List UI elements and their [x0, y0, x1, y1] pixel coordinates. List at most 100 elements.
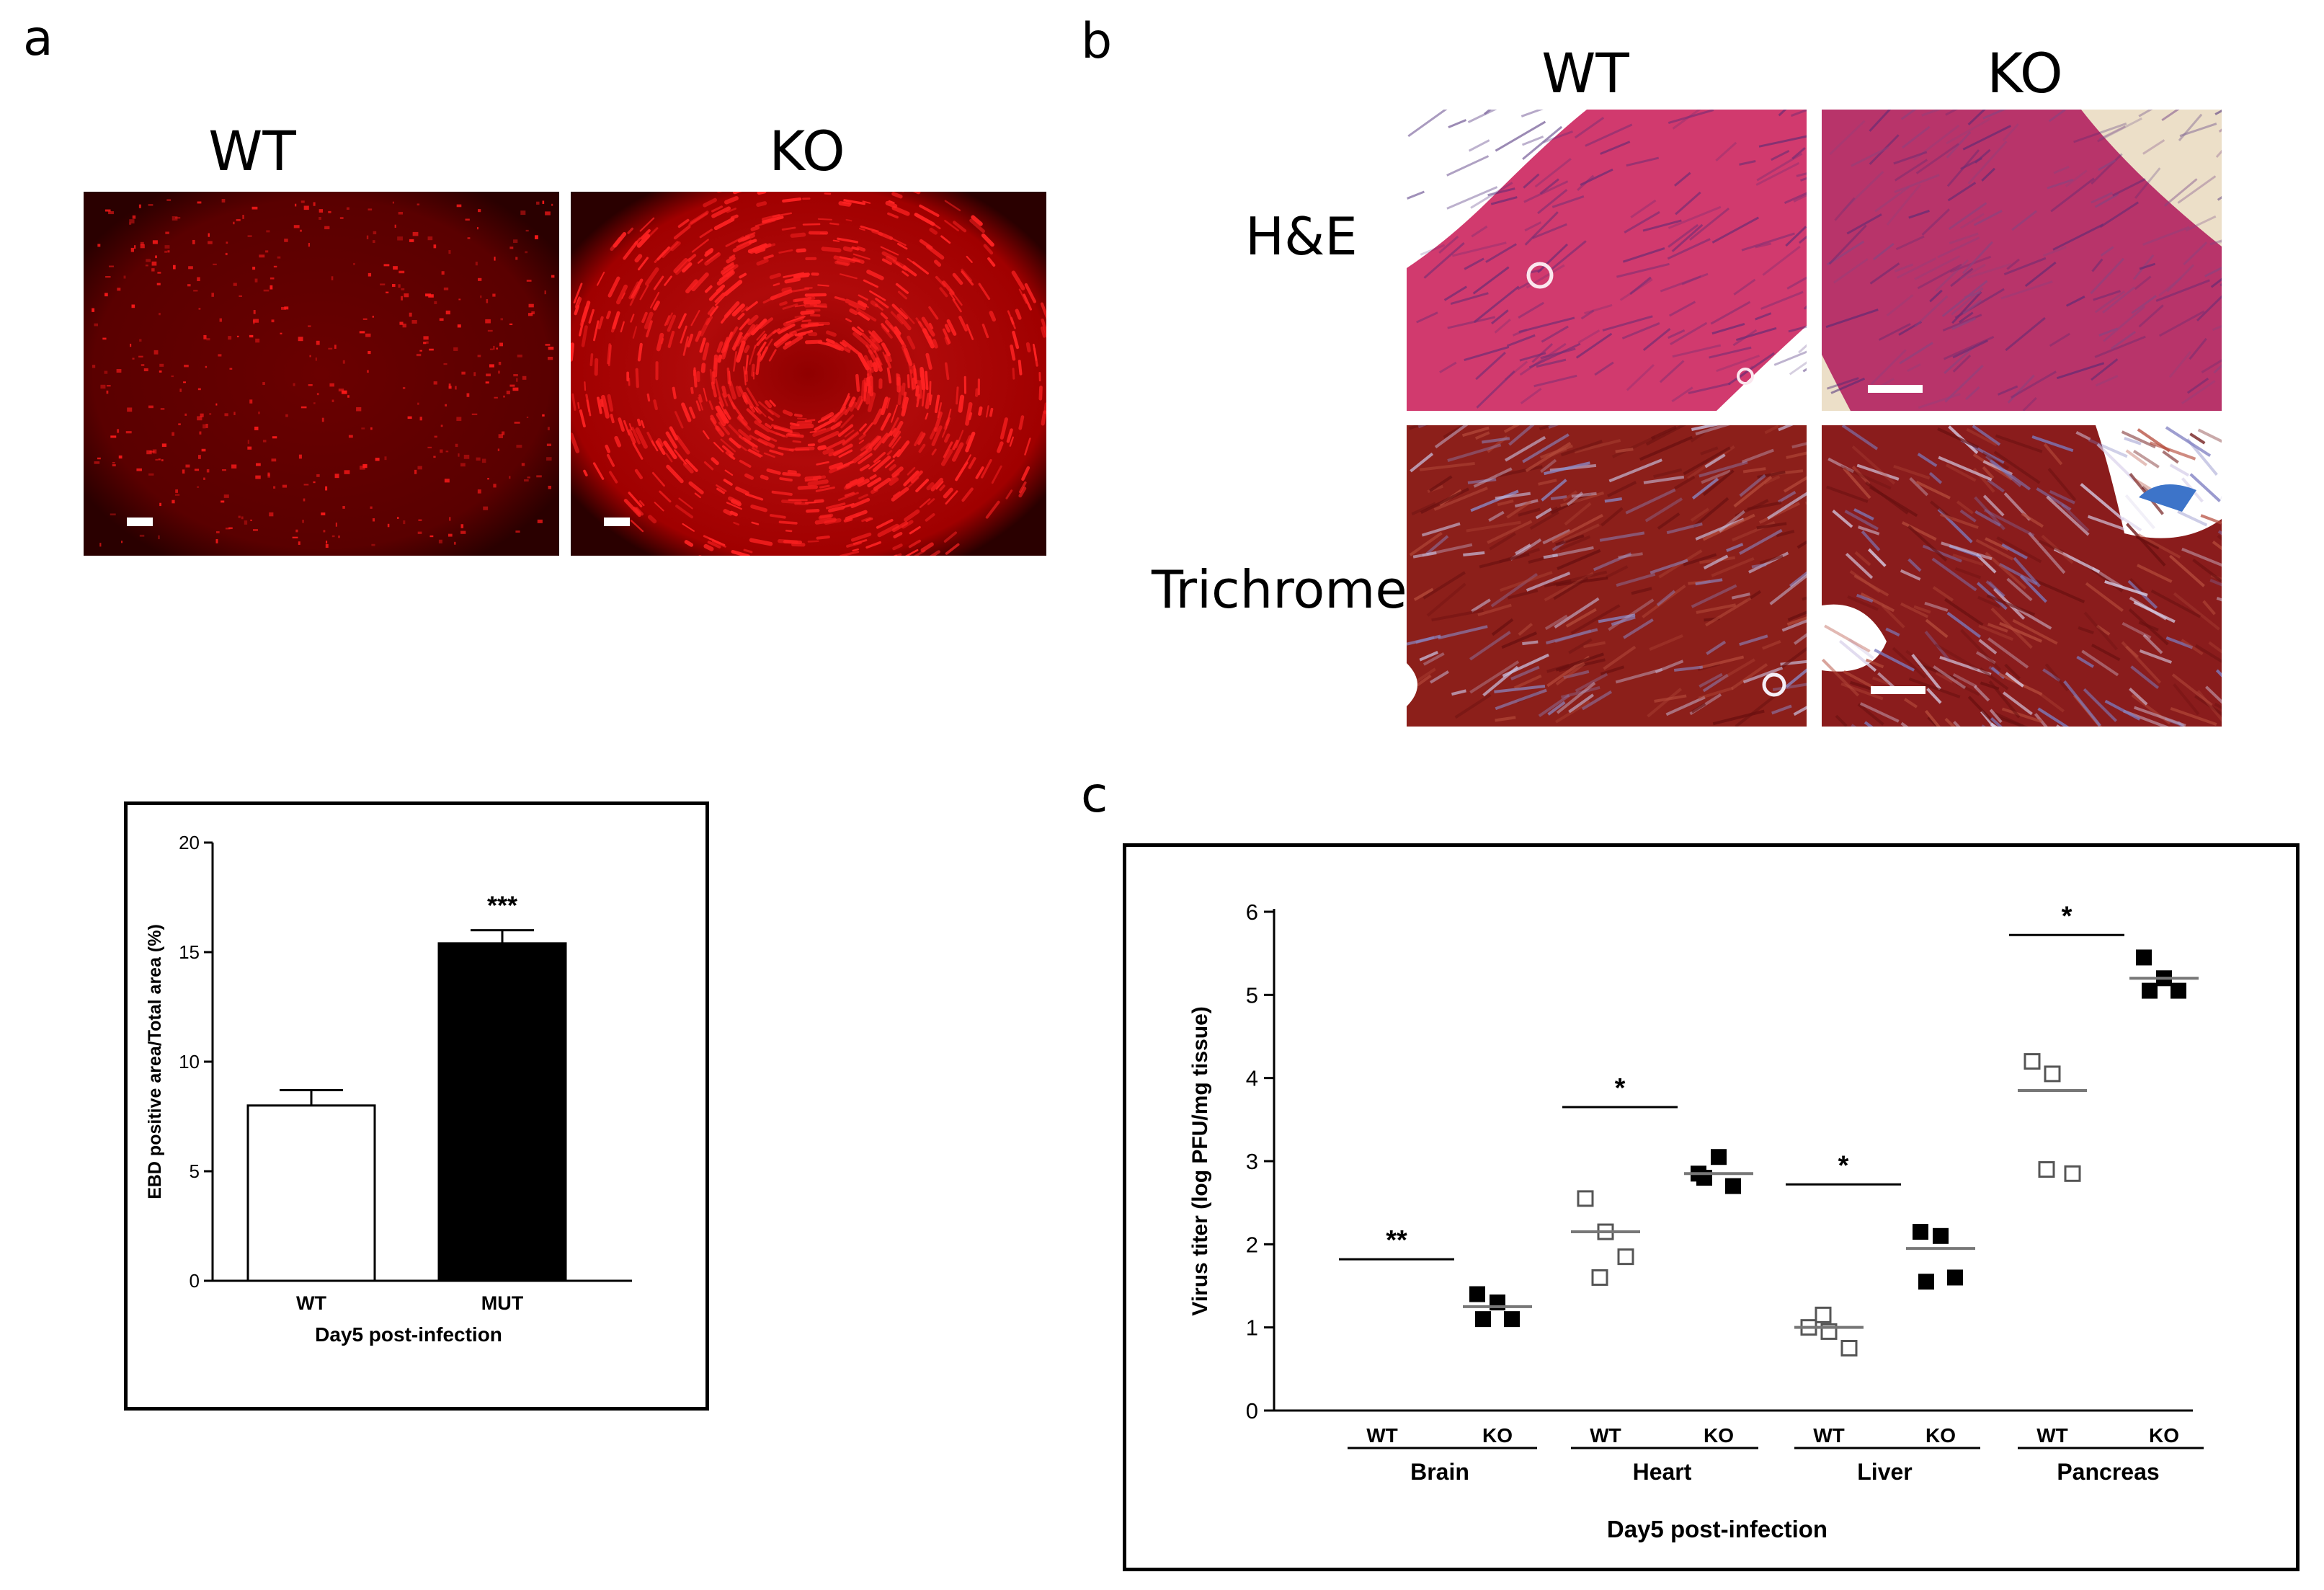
tissue-fiber [1859, 702, 1900, 723]
tissue-fiber [2124, 437, 2142, 445]
data-point-wt [2038, 1161, 2055, 1178]
fluorescence-fiber [955, 430, 964, 448]
fluorescence-fiber [881, 258, 892, 265]
tissue-fiber [1776, 529, 1795, 538]
fluorescence-speck [273, 265, 277, 268]
tissue-fiber [1544, 461, 1590, 476]
fluorescence-fiber [892, 491, 901, 497]
fluorescence-speck [485, 381, 489, 384]
tissue-fiber [2056, 362, 2105, 380]
tissue-fiber [2212, 541, 2222, 551]
fluorescence-fiber [711, 540, 726, 548]
fluorescence-speck [316, 340, 320, 345]
data-point-wt [2024, 1053, 2041, 1070]
tissue-fiber [2130, 665, 2160, 690]
fluorescence-fiber [718, 421, 730, 435]
tissue-fiber [2012, 618, 2058, 645]
tissue-fiber [2181, 547, 2222, 567]
tissue-fiber [1962, 241, 1993, 275]
tissue-fiber [2213, 364, 2222, 374]
fluorescence-fiber [858, 294, 869, 301]
fluorescence-speck [493, 345, 495, 350]
fluorescence-speck [456, 417, 462, 422]
fluorescence-fiber [952, 298, 962, 313]
tissue-fiber [1869, 134, 1900, 165]
tissue-fiber [1710, 301, 1751, 325]
fluorescence-speck [221, 500, 225, 503]
tissue-fiber [1450, 292, 1489, 306]
fluorescence-fiber [876, 518, 894, 529]
fluorescence-fiber [812, 427, 833, 438]
fluorescence-fiber [609, 471, 618, 484]
fluorescence-fiber [675, 435, 690, 455]
fluorescence-speck [348, 435, 353, 438]
fluorescence-fiber [845, 476, 865, 488]
tissue-fiber [1917, 263, 1962, 290]
tissue-fiber [1951, 317, 1977, 330]
tissue-fiber [1731, 592, 1750, 600]
fluorescence-speck [527, 313, 533, 316]
tissue-fiber [1950, 267, 1974, 288]
fluorescence-fiber [711, 457, 719, 466]
tissue-fiber [1541, 479, 1567, 502]
fluorescence-fiber [880, 246, 899, 256]
tissue-fiber [1580, 309, 1595, 320]
fluorescence-speck [225, 528, 231, 530]
fluorescence-fiber [750, 226, 760, 231]
tissue-fiber [1544, 614, 1568, 631]
fluorescence-speck [172, 499, 175, 504]
fluorescence-fiber [586, 399, 592, 417]
panel-b-col-label-wt: WT [1541, 41, 1629, 105]
tissue-fiber [1860, 592, 1895, 613]
tissue-fiber [1534, 158, 1572, 188]
fluorescence-fiber [756, 201, 767, 207]
tissue-fiber [1861, 530, 1881, 551]
tissue-fiber [1482, 437, 1510, 444]
fluorescence-speck [411, 320, 417, 324]
fluorescence-speck [497, 448, 500, 451]
tissue-fiber [1556, 681, 1596, 714]
fluorescence-fiber [766, 468, 781, 475]
tissue-fiber [1788, 325, 1807, 333]
data-point-ko [1504, 1311, 1520, 1328]
fluorescence-fiber [759, 317, 774, 329]
fluorescence-fiber [983, 244, 994, 255]
fluorescence-speck [416, 353, 422, 357]
tissue-fiber [1918, 662, 1957, 680]
tissue-fiber [2078, 626, 2094, 635]
fluorescence-speck [498, 434, 503, 438]
fluorescence-speck [256, 463, 261, 466]
fluorescence-fiber [592, 462, 605, 480]
tissue-fiber [1624, 210, 1660, 234]
fluorescence-fiber [731, 549, 750, 556]
fluorescence-fiber [928, 306, 939, 320]
tissue-fiber [1777, 490, 1797, 504]
fluorescence-fiber [914, 431, 924, 447]
fluorescence-fiber [873, 408, 883, 425]
tissue-fiber [1434, 425, 1469, 449]
fluorescence-speck [373, 240, 375, 244]
tissue-fiber [1965, 386, 1980, 401]
fluorescence-fiber [907, 257, 921, 269]
fluorescence-fiber [739, 459, 752, 468]
fluorescence-speck [293, 383, 295, 386]
tissue-fiber [1741, 448, 1774, 463]
fluorescence-fiber [705, 316, 713, 326]
fluorescence-speck [440, 449, 443, 453]
fluorescence-fiber [757, 341, 767, 355]
fluorescence-speck [247, 235, 252, 237]
tissue-fiber [1915, 480, 1951, 499]
fluorescence-fiber [571, 432, 580, 453]
fluorescence-fiber [682, 262, 693, 273]
tissue-fiber [2158, 310, 2205, 337]
fluorescence-fiber [738, 429, 752, 441]
tissue-fiber [1696, 603, 1737, 614]
fluorescence-speck [159, 312, 161, 316]
tissue-fiber [1621, 322, 1660, 339]
fluorescence-speck [315, 357, 317, 361]
tissue-fiber [2100, 246, 2114, 257]
tissue-fiber [1872, 676, 1889, 685]
fluorescence-fiber [779, 477, 793, 482]
tissue-fiber [1727, 352, 1775, 386]
fluorescence-speck [117, 429, 120, 433]
